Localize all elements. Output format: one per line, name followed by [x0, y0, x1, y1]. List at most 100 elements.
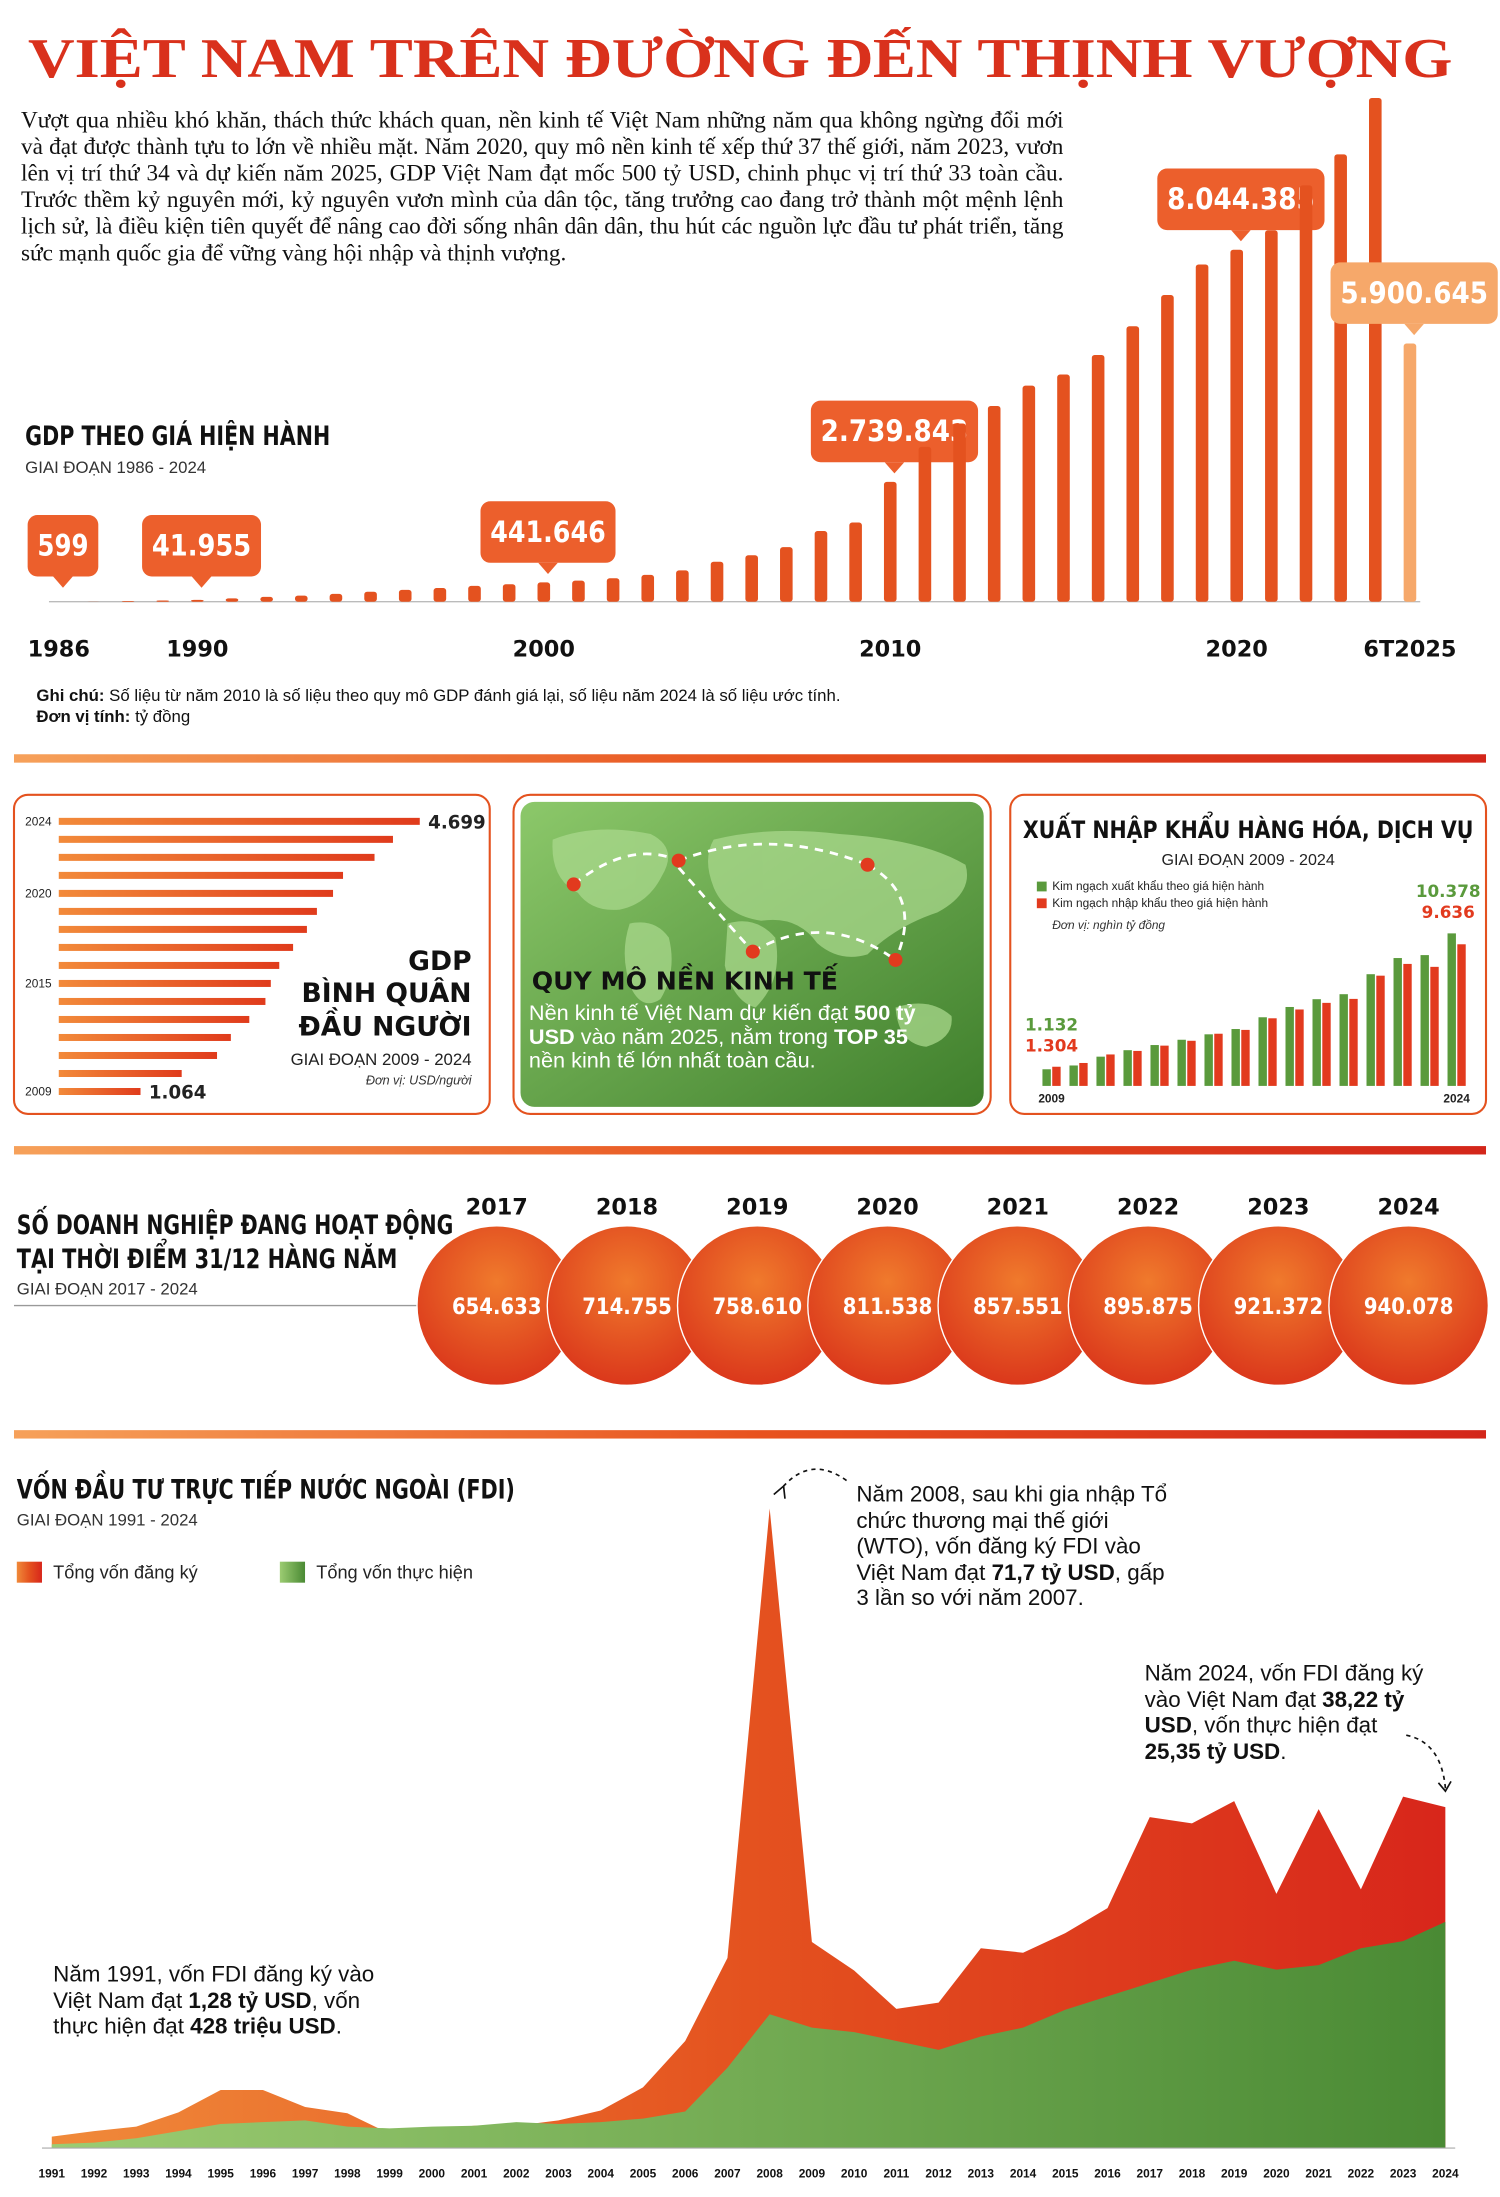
bar [641, 574, 655, 602]
bar [1447, 933, 1456, 1086]
x-tick-label: 2018 [1179, 2166, 1206, 2180]
fdi-subtitle: GIAI ĐOẠN 1991 - 2024 [17, 1510, 198, 1529]
year-label: 2024 [1377, 1195, 1439, 1221]
text-run: 71,7 tỷ USD [991, 1560, 1115, 1585]
x-tick-label: 2022 [1348, 2166, 1375, 2180]
x-tick-label: 2024 [1443, 1092, 1470, 1106]
note-line: Ghi chú: Số liệu từ năm 2010 là số liệu … [36, 686, 1295, 707]
annotation-arrows [773, 1468, 1452, 1793]
x-tick-label: 1994 [165, 2166, 192, 2180]
world-map [552, 829, 968, 1047]
map-text: Nền kinh tế Việt Nam dự kiến đạt 500 tỷ … [529, 1002, 949, 1073]
bar [58, 1088, 141, 1096]
label-box [810, 400, 979, 463]
x-tick-label: 2003 [545, 2166, 572, 2180]
text-run: 500 tỷ USD [528, 1001, 916, 1050]
bar [58, 889, 334, 897]
label-box [142, 514, 262, 577]
intro-box: Vượt qua nhiều khó khăn, thách thức khác… [21, 106, 1063, 266]
x-tick-label: 2012 [925, 2166, 952, 2180]
fdi-chart: Tổng vốn đăng ký Tổng vốn thực hiện 1991 19… [16, 1483, 1459, 2180]
bar [1312, 999, 1321, 1086]
data-label: 921.372 [1234, 1294, 1324, 1320]
bar [849, 522, 862, 602]
annotation-box: Năm 2024, vốn FDI đăng ký vào Việt Nam đ… [1145, 1662, 1425, 1766]
label-box [1157, 168, 1325, 231]
bar [1091, 354, 1105, 602]
label-pointer [884, 462, 905, 474]
bar [780, 547, 793, 602]
data-label: 811.538 [843, 1294, 933, 1320]
text-run: nền kinh tế lớn nhất toàn cầu. [528, 1049, 816, 1074]
label-pointer [538, 562, 558, 575]
bar [1079, 1062, 1088, 1086]
bar [1420, 955, 1429, 1086]
legend-swatch [1036, 898, 1047, 909]
data-label: 940.078 [1364, 1294, 1454, 1320]
data-label: 441.646 [490, 515, 605, 549]
annotation-text: Năm 2008, sau khi gia nhập Tổ chức thươn… [856, 1483, 1178, 1612]
data-label: 1.304 [1025, 1035, 1078, 1055]
bar [1339, 994, 1348, 1086]
legend-swatch [1036, 881, 1047, 892]
x-tick-label: 2021 [1305, 2166, 1332, 2180]
map-pins [566, 853, 903, 967]
bar [156, 600, 170, 602]
text-run: Số liệu từ năm 2010 là số liệu theo quy … [104, 685, 841, 706]
bar [1265, 230, 1278, 602]
text-run: Năm 1991, vốn FDI đăng ký vào Việt Nam đ… [53, 1963, 375, 2013]
x-tick-label: 6T2025 [1363, 636, 1456, 662]
bar [1177, 1039, 1186, 1086]
text-run: Năm 2008, sau khi gia nhập Tổ chức thươn… [856, 1483, 1168, 1585]
x-tick-label: 1996 [250, 2166, 277, 2180]
year-label: 2020 [856, 1195, 918, 1221]
year-label: 2021 [987, 1195, 1049, 1221]
bar [883, 481, 897, 602]
bar [1042, 1069, 1051, 1086]
bar [433, 588, 447, 602]
bar [1214, 1033, 1223, 1086]
text-run: Năm 2024, vốn FDI đăng ký vào Việt Nam đ… [1144, 1662, 1424, 1713]
note-line: Đơn vị tính: tỷ đồng [36, 707, 1295, 728]
y-tick-label: 2015 [25, 977, 52, 991]
x-tick-label: 1995 [207, 2166, 234, 2180]
bar [1258, 1017, 1267, 1086]
bar [1393, 958, 1402, 1086]
bar [364, 591, 377, 602]
gdppc-unit: Đơn vị: USD/người [366, 1074, 473, 1088]
bar [58, 1015, 250, 1023]
bar [1057, 374, 1070, 602]
year-label: 2019 [726, 1195, 788, 1221]
gdp-chart: 1986 599 1990 41.955 2000 441.646 2010 2.739.84… [28, 97, 1498, 662]
enterprise-title: TẠI THỜI ĐIỂM 31/12 HÀNG NĂM [17, 1238, 398, 1275]
text-run: Đơn vị tính: [36, 706, 131, 727]
x-tick-label: 2020 [1263, 2166, 1290, 2180]
legend-swatch [279, 1561, 306, 1583]
bar [58, 853, 375, 861]
bar [294, 595, 308, 602]
x-tick-label: 2014 [1010, 2166, 1037, 2180]
bar [58, 961, 280, 969]
bar [1195, 264, 1209, 602]
bar [58, 943, 294, 951]
bar [745, 555, 758, 602]
x-tick-label: 2013 [968, 2166, 995, 2180]
data-label: 1.132 [1025, 1014, 1078, 1034]
x-tick-label: 2001 [461, 2166, 488, 2180]
bar [1366, 974, 1375, 1086]
text-run: . [1280, 1740, 1287, 1764]
bar [1126, 326, 1140, 602]
bar [58, 1033, 231, 1041]
bar [191, 599, 204, 602]
data-label: 895.875 [1103, 1294, 1193, 1320]
text-run: 38,22 tỷ USD [1144, 1688, 1405, 1739]
legend-label: Kim ngạch xuất khẩu theo giá hiện hành [1052, 879, 1264, 893]
data-label: 4.699 [428, 812, 486, 833]
x-tick-label: 2024 [1432, 2166, 1459, 2180]
separator [13, 754, 1487, 763]
bar [1349, 998, 1358, 1086]
x-tick-label: 2000 [513, 636, 575, 662]
x-tick-label: 2008 [756, 2166, 783, 2180]
annotation-text: Năm 2024, vốn FDI đăng ký vào Việt Nam đ… [1145, 1662, 1425, 1766]
map-body: Nền kinh tế Việt Nam dự kiến đạt 500 tỷ … [529, 1002, 949, 1073]
